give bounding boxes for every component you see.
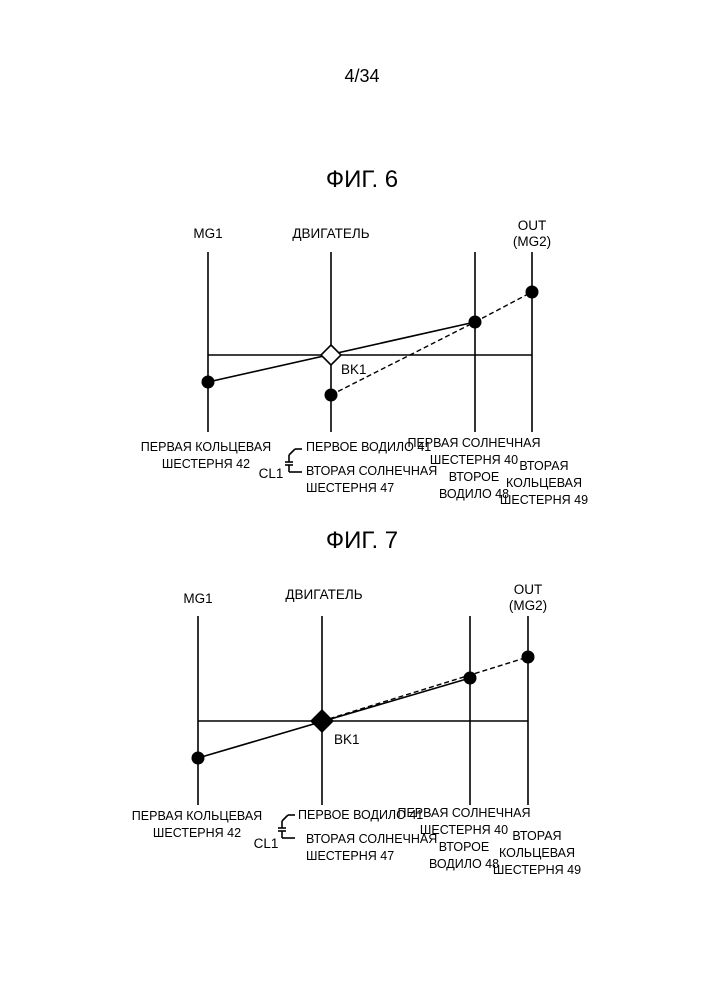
- figure-7-title: ФИГ. 7: [326, 527, 398, 554]
- fig7-label-mg1-line2: ШЕСТЕРНЯ 42: [153, 826, 241, 840]
- fig6-axis-label-out: OUT: [518, 218, 547, 233]
- fig7-point-sun: [464, 672, 477, 685]
- fig6-axis-label-engine: ДВИГАТЕЛЬ: [292, 226, 369, 241]
- fig7-label-sun-line1: ПЕРВАЯ СОЛНЕЧНАЯ: [397, 806, 530, 820]
- fig7-label-engine-bottom-line1: ВТОРАЯ СОЛНЕЧНАЯ: [306, 832, 437, 846]
- fig7-cl1-clutch-symbol: [278, 815, 295, 838]
- fig7-label-engine-bottom-line2: ШЕСТЕРНЯ 47: [306, 849, 394, 863]
- figure-6-title: ФИГ. 6: [326, 166, 398, 193]
- fig6-cl1-clutch-symbol: [285, 449, 302, 472]
- fig7-cl1-label: CL1: [254, 836, 279, 851]
- fig6-dashed-line-upper: [475, 292, 532, 322]
- fig7-label-sun-line4: ВОДИЛО 48: [429, 857, 499, 871]
- fig6-label-sun-line4: ВОДИЛО 48: [439, 487, 509, 501]
- fig7-point-out: [522, 651, 535, 664]
- fig6-point-sun: [469, 316, 482, 329]
- fig6-label-out-line2: КОЛЬЦЕВАЯ: [506, 476, 582, 490]
- fig6-axis-label-out-sub: (MG2): [513, 234, 551, 249]
- fig6-bk1-label: BK1: [341, 362, 367, 377]
- fig7-point-mg1: [192, 752, 205, 765]
- fig6-label-sun-line3: ВТОРОЕ: [449, 470, 499, 484]
- fig6-label-engine-bottom-line2: ШЕСТЕРНЯ 47: [306, 481, 394, 495]
- fig7-label-sun-line3: ВТОРОЕ: [439, 840, 489, 854]
- fig6-label-mg1-line1: ПЕРВАЯ КОЛЬЦЕВАЯ: [141, 440, 271, 454]
- fig6-dashed-line-lower: [331, 322, 475, 395]
- fig6-point-out: [526, 286, 539, 299]
- figure-6: ФИГ. 6 MG1 ДВИГАТЕЛЬ OUT (MG2) BK1 ПЕРВА…: [141, 166, 588, 507]
- fig7-label-out-line2: КОЛЬЦЕВАЯ: [499, 846, 575, 860]
- fig7-label-out-line3: ШЕСТЕРНЯ 49: [493, 863, 581, 877]
- fig6-label-engine-bottom-line1: ВТОРАЯ СОЛНЕЧНАЯ: [306, 464, 437, 478]
- figure-7: ФИГ. 7 MG1 ДВИГАТЕЛЬ OUT (MG2) BK1 ПЕРВА…: [132, 527, 581, 877]
- fig7-label-mg1-line1: ПЕРВАЯ КОЛЬЦЕВАЯ: [132, 809, 262, 823]
- fig6-label-out-line3: ШЕСТЕРНЯ 49: [500, 493, 588, 507]
- fig6-bk1-diamond-open: [321, 345, 341, 365]
- fig7-axis-label-out-sub: (MG2): [509, 598, 547, 613]
- fig7-label-out-line1: ВТОРАЯ: [512, 829, 561, 843]
- fig7-label-sun-line2: ШЕСТЕРНЯ 40: [420, 823, 508, 837]
- fig6-label-out-line1: ВТОРАЯ: [519, 459, 568, 473]
- fig7-axis-label-out: OUT: [514, 582, 543, 597]
- fig6-point-engine: [325, 389, 338, 402]
- fig6-axis-label-mg1: MG1: [193, 226, 222, 241]
- fig7-axis-label-mg1: MG1: [183, 591, 212, 606]
- fig7-bk1-label: BK1: [334, 732, 360, 747]
- page-number: 4/34: [344, 66, 379, 86]
- fig7-dashed-line: [322, 657, 528, 721]
- fig7-bk1-diamond-filled: [311, 710, 333, 732]
- fig6-label-sun-line1: ПЕРВАЯ СОЛНЕЧНАЯ: [407, 436, 540, 450]
- fig6-point-mg1: [202, 376, 215, 389]
- fig6-label-sun-line2: ШЕСТЕРНЯ 40: [430, 453, 518, 467]
- fig6-cl1-label: CL1: [259, 466, 284, 481]
- fig7-axis-label-engine: ДВИГАТЕЛЬ: [285, 587, 362, 602]
- fig6-label-mg1-line2: ШЕСТЕРНЯ 42: [162, 457, 250, 471]
